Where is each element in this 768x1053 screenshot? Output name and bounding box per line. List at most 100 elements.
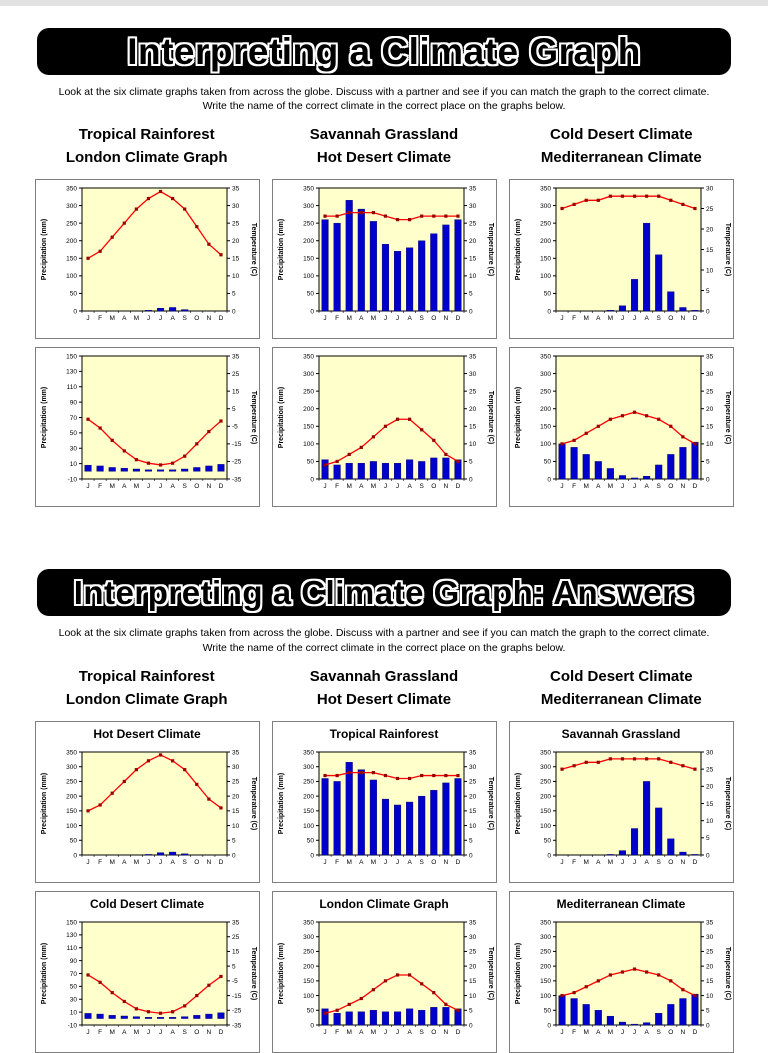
chart-box-q2: 0 50 100 150 200 250 300 350 0 5 10 15 20 25 30 35 J F M A M… [271,179,497,340]
chart-box-q6: 0 50 100 150 200 250 300 350 0 5 10 15 20 25 30 35 J F M A M… [508,347,734,508]
svg-text:Temperature (C): Temperature (C) [250,776,257,830]
svg-text:30: 30 [706,934,714,941]
svg-text:A: A [170,483,175,490]
svg-text:20: 20 [469,793,477,800]
svg-text:M: M [346,315,351,322]
svg-text:J: J [86,1029,89,1036]
svg-text:300: 300 [303,371,314,378]
svg-text:30: 30 [469,934,477,941]
svg-text:350: 350 [540,354,551,361]
svg-text:F: F [98,859,102,866]
svg-text:250: 250 [303,221,314,228]
svg-text:D: D [218,315,223,322]
svg-text:Temperature (C): Temperature (C) [487,776,494,830]
svg-text:M: M [346,1029,351,1036]
chart-answer-title: London Climate Graph [319,896,449,911]
svg-text:250: 250 [303,948,314,955]
svg-text:F: F [98,315,102,322]
svg-text:30: 30 [706,371,714,378]
svg-text:J: J [158,315,161,322]
svg-text:A: A [170,859,175,866]
questions-title: Interpreting a Climate Graph [127,30,641,72]
svg-text:35: 35 [232,186,240,193]
svg-text:F: F [98,483,102,490]
svg-text:-35: -35 [232,477,242,484]
svg-text:35: 35 [469,354,477,361]
chart-box-q4: -10 10 30 50 70 90 110 130 150 -35 -25 -15 -5 5 15 25 35… [34,347,260,508]
svg-text:J: J [620,1029,623,1036]
svg-text:110: 110 [66,384,77,391]
svg-text:30: 30 [69,446,77,453]
svg-text:-5: -5 [232,978,238,985]
svg-text:200: 200 [303,238,314,245]
chart-answer-title: Cold Desert Climate [89,896,205,911]
svg-text:Temperature (C): Temperature (C) [487,391,494,445]
svg-text:25: 25 [706,206,714,213]
svg-text:O: O [431,483,436,490]
svg-text:0: 0 [469,309,473,316]
svg-text:M: M [109,483,114,490]
svg-text:200: 200 [66,793,77,800]
svg-text:0: 0 [547,1022,551,1029]
svg-text:O: O [431,1029,436,1036]
svg-text:J: J [158,859,161,866]
answers-title-banner: Interpreting a Climate Graph: Answers [37,569,731,617]
svg-text:A: A [644,859,649,866]
svg-text:D: D [692,483,697,490]
svg-text:30: 30 [469,764,477,771]
svg-text:J: J [146,1029,149,1036]
svg-text:10: 10 [706,268,714,275]
svg-text:35: 35 [469,749,477,756]
svg-text:100: 100 [303,442,314,449]
svg-text:N: N [206,859,211,866]
svg-text:Precipitation (mm): Precipitation (mm) [515,219,522,280]
instructions-line2: Write the name of the correct climate in… [202,100,566,113]
svg-text:M: M [583,315,588,322]
svg-text:S: S [656,483,661,490]
svg-text:10: 10 [232,823,240,830]
svg-text:S: S [182,315,187,322]
svg-text:J: J [323,1029,326,1036]
svg-text:O: O [194,859,199,866]
svg-text:15: 15 [706,247,714,254]
climate-label: Hot Desert Climate [316,149,452,167]
svg-text:130: 130 [66,932,77,939]
svg-text:Precipitation (mm): Precipitation (mm) [41,942,48,1003]
svg-text:15: 15 [232,389,240,396]
svg-text:M: M [133,1029,138,1036]
svg-text:50: 50 [543,1007,551,1014]
svg-text:A: A [359,859,364,866]
svg-text:350: 350 [303,354,314,361]
svg-text:J: J [146,483,149,490]
svg-text:M: M [133,859,138,866]
climate-chart: -10 10 30 50 70 90 110 130 150 -35 -25 -15 -5 5 15 25 35… [41,354,257,491]
svg-text:250: 250 [66,221,77,228]
svg-text:J: J [632,859,635,866]
svg-text:5: 5 [232,291,236,298]
climate-label: London Climate Graph [65,149,228,167]
svg-text:M: M [607,1029,612,1036]
climate-label: Cold Desert Climate [550,667,693,685]
climate-label: London Climate Graph [65,690,228,708]
svg-text:0: 0 [469,852,473,859]
svg-text:J: J [146,859,149,866]
svg-text:A: A [644,483,649,490]
svg-text:5: 5 [232,406,236,413]
svg-text:A: A [644,1029,649,1036]
svg-text:N: N [206,315,211,322]
svg-text:J: J [395,315,398,322]
svg-text:Precipitation (mm): Precipitation (mm) [41,772,48,833]
svg-text:O: O [668,315,673,322]
chart-answer-title: Mediterranean Climate [556,896,686,911]
svg-text:A: A [596,1029,601,1036]
label-column-3: Cold Desert Climate Mediterranean Climat… [503,665,740,711]
svg-text:10: 10 [706,818,714,825]
svg-text:5: 5 [232,963,236,970]
svg-text:A: A [122,1029,127,1036]
svg-text:0: 0 [310,1022,314,1029]
svg-text:0: 0 [73,309,77,316]
svg-text:250: 250 [540,389,551,396]
chart-box-a3: Savannah Grassland 0 50 100 150 200 250 300 350… [508,720,734,883]
svg-text:Temperature (C): Temperature (C) [724,223,731,277]
